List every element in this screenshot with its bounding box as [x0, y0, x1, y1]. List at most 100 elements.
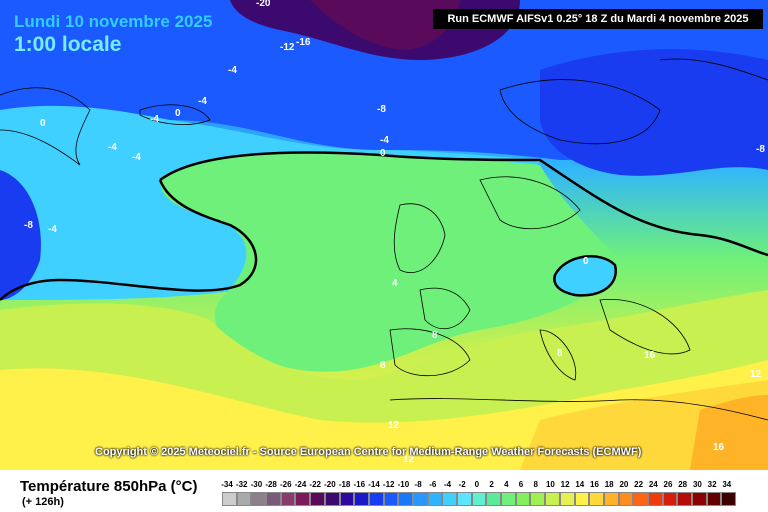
contour-label: 12 — [403, 454, 415, 465]
scale-tick-label: 22 — [634, 480, 644, 489]
contour-label: 0 — [583, 256, 589, 267]
forecast-date: Lundi 10 novembre 2025 — [14, 12, 213, 31]
scale-tick-label: 8 — [533, 480, 538, 489]
scale-swatch — [530, 492, 546, 506]
contour-label: 0 — [40, 118, 46, 129]
scale-tick-label: 6 — [518, 480, 524, 489]
hot-zone-east — [690, 395, 768, 470]
contour-label: -20 — [256, 0, 271, 9]
map-canvas: -20 -16-12 -8 -4 -4 0 -4 -4 0 -4 -4 0 -8 -4 -8 0 4 8 8 8 12 1… — [0, 0, 768, 470]
contour-label: 0 — [380, 148, 386, 159]
scale-swatch — [354, 492, 369, 506]
cold-pocket-west — [0, 170, 41, 300]
contour-label: 12 — [388, 420, 400, 431]
scale-tick-label: 18 — [604, 480, 614, 489]
contour-label: 4 — [392, 278, 398, 289]
scale-tick-label: 20 — [619, 480, 629, 489]
scale-swatch — [280, 492, 296, 506]
scale-tick-label: -10 — [397, 480, 410, 489]
scale-swatch — [412, 492, 428, 506]
color-scale — [222, 492, 737, 506]
scale-tick-label: 16 — [590, 480, 599, 489]
contour-label: 12 — [750, 369, 762, 380]
scale-swatch — [618, 492, 634, 506]
contour-label: 8 — [557, 348, 563, 359]
scale-swatch — [324, 492, 340, 506]
contour-label: 16 — [713, 442, 725, 453]
scale-tick-label: 28 — [678, 480, 688, 489]
scale-tick-label: 30 — [692, 480, 702, 489]
contour-label: -4 — [150, 114, 159, 125]
scale-tick-label: -24 — [294, 480, 307, 489]
scale-tick-label: 0 — [474, 480, 480, 489]
coastlines — [0, 58, 768, 421]
contour-label: 8 — [380, 360, 386, 371]
contour-label: -16 — [296, 37, 311, 48]
zero-contour — [159, 151, 768, 257]
contour-label: 8 — [432, 330, 438, 341]
scale-swatch — [471, 492, 487, 506]
scale-tick-label: -22 — [309, 480, 321, 489]
scale-swatch — [368, 492, 384, 506]
cold-core-inner — [310, 0, 460, 50]
scale-tick-label: 34 — [722, 480, 732, 489]
zero-contour-closed — [553, 255, 618, 297]
scale-tick-label: 32 — [707, 480, 717, 489]
scale-tick-label: 26 — [663, 480, 673, 489]
scale-swatch — [251, 492, 267, 506]
scale-swatch — [442, 492, 457, 506]
contour-label: -4 — [48, 224, 57, 235]
scale-swatch — [457, 492, 472, 506]
scale-tick-label: -6 — [429, 480, 437, 489]
lead-time: (+ 126h) — [22, 496, 64, 508]
scale-tick-label: -32 — [235, 480, 248, 489]
contour-label: -4 — [380, 135, 389, 146]
scale-swatch — [295, 492, 311, 506]
scale-tick-label: -30 — [250, 480, 263, 489]
scale-swatch — [236, 492, 252, 506]
contour-label: 16 — [644, 350, 656, 361]
scale-swatch — [222, 492, 237, 506]
contour-label: -8 — [756, 144, 765, 155]
scale-swatch — [515, 492, 531, 506]
cold-zone-scandinavia — [540, 49, 768, 176]
scale-tick-label: -34 — [221, 480, 233, 489]
scale-tick-label: -28 — [265, 480, 277, 489]
scale-tick-label: 24 — [648, 480, 658, 489]
scale-tick-label: 14 — [575, 480, 585, 489]
scale-swatch — [677, 492, 692, 506]
scale-tick-label: -12 — [382, 480, 395, 489]
scale-tick-label: -20 — [324, 480, 336, 489]
scale-tick-label: -8 — [414, 480, 422, 489]
contour-label: -4 — [228, 65, 237, 76]
contour-label: -8 — [24, 220, 33, 231]
scale-swatch — [574, 492, 590, 506]
contour-label: -12 — [280, 42, 295, 53]
scale-swatch — [486, 492, 502, 506]
contour-label: -8 — [377, 104, 386, 115]
scale-swatch — [339, 492, 355, 506]
scale-tick-label: 10 — [545, 480, 555, 489]
scale-swatch — [692, 492, 707, 506]
contour-label: -4 — [108, 142, 117, 153]
mild-zone — [160, 152, 620, 372]
copyright-notice: Copyright © 2025 Meteociel.fr - Source E… — [95, 446, 642, 458]
scale-tick-label: -2 — [458, 480, 466, 489]
scale-swatch — [633, 492, 648, 506]
scale-swatch — [398, 492, 413, 506]
scale-swatch — [383, 492, 399, 506]
scale-tick-label: -18 — [338, 480, 351, 489]
contour-label: -4 — [198, 96, 207, 107]
scale-swatch — [662, 492, 678, 506]
scale-swatch — [603, 492, 619, 506]
scale-swatch — [310, 492, 325, 506]
scale-tick-label: 4 — [504, 480, 509, 489]
temperature-map: -20 -16 -12 -8 -4 -4 0 -4 -4 0 -4 -4 0 -8 -4 -8 0 4 8 8 8 12 1… — [0, 0, 768, 470]
run-info: Run ECMWF AIFSv1 0.25° 18 Z du Mardi 4 n… — [433, 9, 763, 29]
scale-tick-label: 12 — [560, 480, 570, 489]
scale-swatch — [559, 492, 575, 506]
scale-tick-label: -14 — [368, 480, 380, 489]
scale-swatch — [427, 492, 443, 506]
scale-tick-label: -16 — [353, 480, 366, 489]
forecast-time: 1:00 locale — [14, 33, 122, 56]
